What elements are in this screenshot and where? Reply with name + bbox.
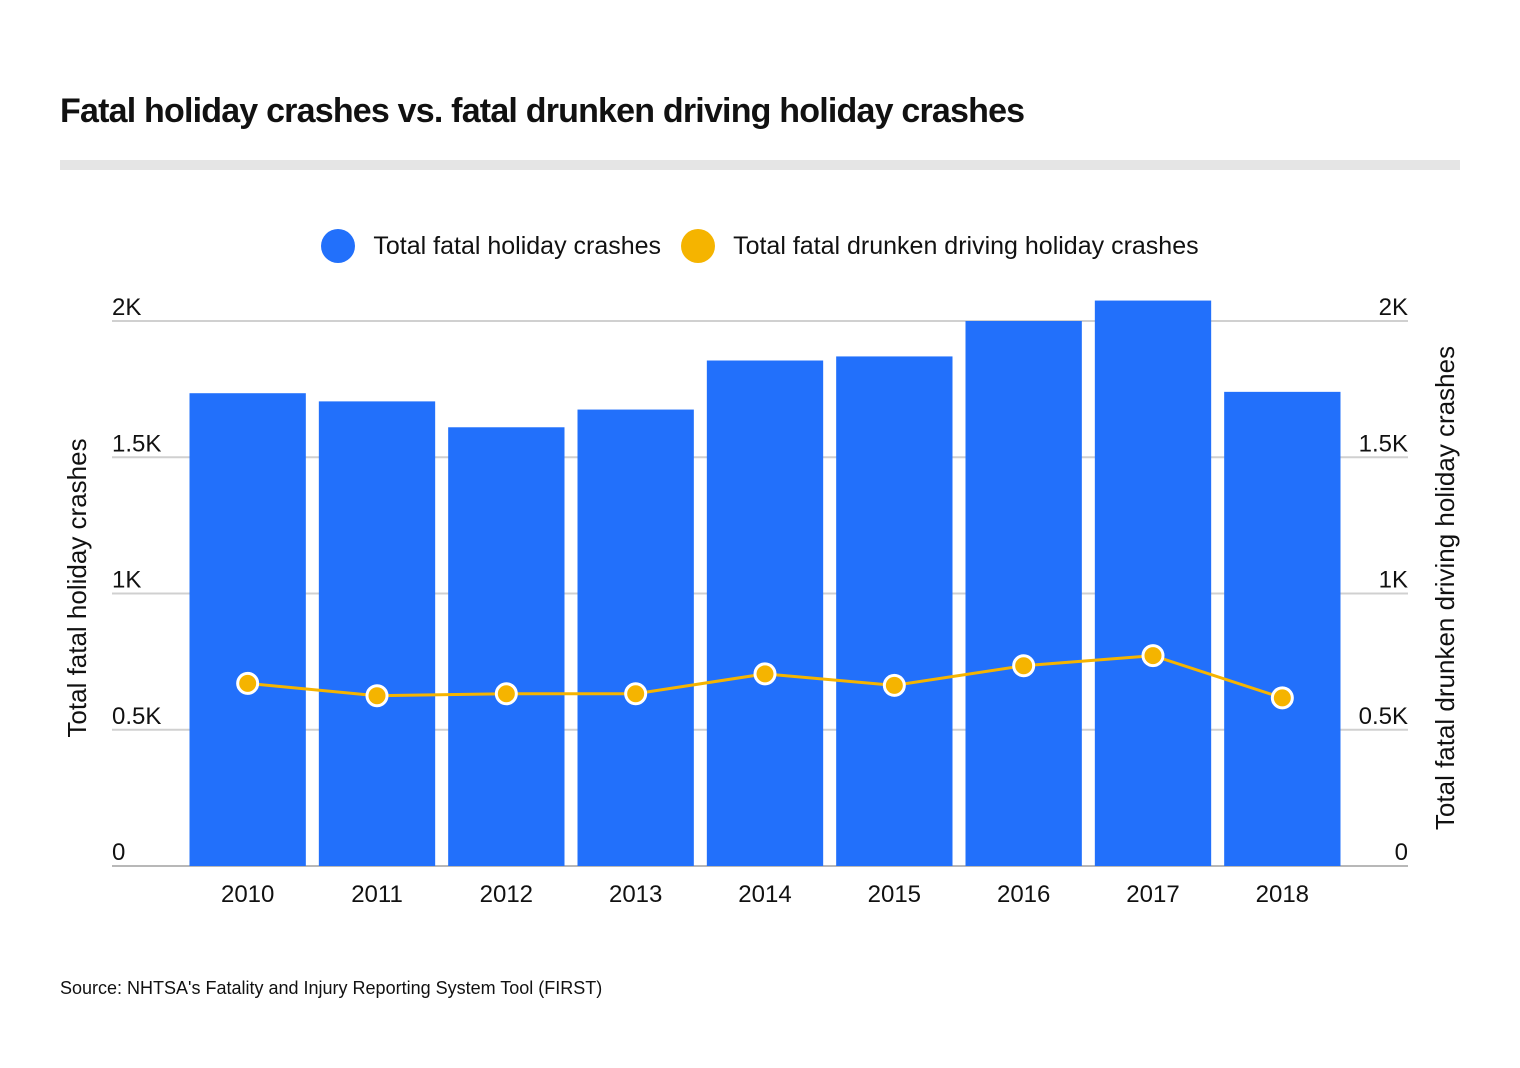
bar — [448, 427, 565, 866]
legend-swatch-line — [681, 229, 716, 263]
x-tick-label: 2014 — [738, 881, 791, 908]
y-tick-label-left: 0.5K — [112, 703, 161, 730]
line-point — [753, 662, 777, 686]
bar — [706, 360, 824, 866]
title-divider — [60, 160, 1460, 170]
y-tick-label-right: 0.5K — [1359, 703, 1408, 730]
bar — [836, 356, 953, 866]
line-point — [494, 682, 518, 706]
bar — [318, 401, 436, 866]
y-tick-label-right: 2K — [1379, 294, 1408, 321]
x-tick-label: 2015 — [868, 881, 921, 908]
y-tick-label-left: 1K — [112, 567, 141, 594]
bar — [577, 409, 694, 866]
x-tick-label: 2010 — [221, 881, 274, 908]
x-tick-label: 2016 — [997, 881, 1050, 908]
y-tick-label-right: 0 — [1395, 839, 1408, 866]
y-tick-label-left: 2K — [112, 294, 141, 321]
y-axis-title-left: Total fatal holiday crashes — [62, 438, 92, 737]
bar — [189, 393, 306, 866]
x-tick-label: 2013 — [609, 881, 662, 908]
legend-item-bars: Total fatal holiday crashes — [321, 229, 661, 263]
legend-label-line: Total fatal drunken driving holiday cras… — [733, 231, 1199, 260]
line-point — [624, 682, 648, 706]
legend-swatch-bars — [321, 229, 356, 263]
line-point — [365, 684, 389, 708]
y-tick-label-right: 1.5K — [1359, 430, 1408, 457]
line-point — [236, 671, 260, 695]
y-tick-label-left: 0 — [112, 839, 125, 866]
legend-item-line: Total fatal drunken driving holiday cras… — [681, 229, 1199, 263]
bar — [1224, 391, 1341, 866]
x-tick-label: 2012 — [480, 881, 533, 908]
line-point — [1141, 644, 1165, 668]
x-tick-label: 2011 — [351, 881, 403, 908]
y-tick-label-right: 1K — [1379, 567, 1408, 594]
chart-title: Fatal holiday crashes vs. fatal drunken … — [60, 92, 1025, 130]
y-axis-title-right: Total fatal drunken driving holiday cras… — [1430, 346, 1460, 830]
line-point — [882, 673, 906, 697]
bar — [1094, 300, 1212, 866]
combo-chart: 0 0 0.5K 0.5K 1K 1K 1.5K 1.5K 2K 2K 2010 2011 2012 20… — [62, 294, 1460, 908]
x-tick-label: 2017 — [1126, 881, 1179, 908]
legend-label-bars: Total fatal holiday crashes — [373, 231, 662, 260]
legend: Total fatal holiday crashes Total fatal … — [0, 226, 1520, 266]
source-note: Source: NHTSA's Fatality and Injury Repo… — [60, 978, 603, 998]
line-point — [1270, 686, 1294, 710]
line-point — [1012, 654, 1036, 678]
x-tick-label: 2018 — [1256, 881, 1309, 908]
bar — [965, 321, 1082, 866]
y-tick-label-left: 1.5K — [112, 430, 161, 457]
